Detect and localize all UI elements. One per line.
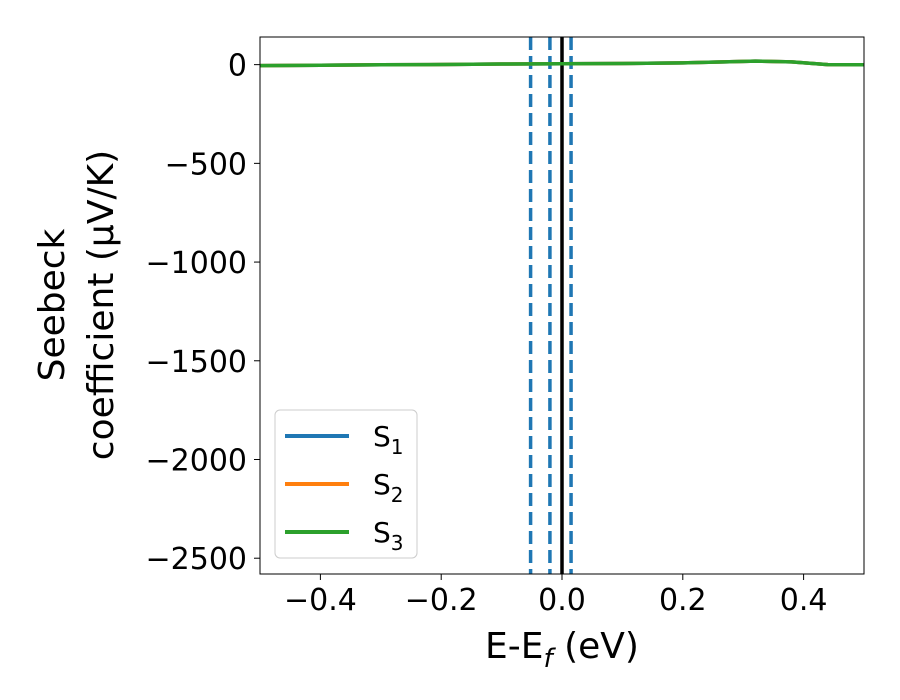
y-tick-label: −1000 — [146, 246, 247, 281]
y-tick-label: −2000 — [146, 443, 247, 478]
x-tick-label: 0.4 — [780, 583, 828, 618]
axis-ticks: −0.4 −0.2 0.0 0.2 0.4 0 −500 −1000 −1500 −2000 −25… — [146, 49, 828, 618]
x-tick-label: 0.2 — [659, 583, 707, 618]
y-tick-label: 0 — [228, 49, 247, 84]
legend-label-s3: S3 — [373, 516, 404, 555]
legend-label-s2: S2 — [373, 468, 404, 507]
plot-area — [260, 37, 864, 574]
y-tick-label: −2500 — [146, 542, 247, 577]
legend-label-s1: S1 — [373, 420, 404, 459]
x-tick-label: −0.2 — [405, 583, 478, 618]
x-tick-label: −0.4 — [284, 583, 357, 618]
y-tick-label: −1500 — [146, 345, 247, 380]
x-tick-label: 0.0 — [538, 583, 586, 618]
x-axis-label: E-Ef (eV) — [485, 626, 639, 674]
series-line-s3 — [260, 59, 864, 68]
y-tick-label: −500 — [165, 147, 247, 182]
y-axis-label: Seebeck coefficient (μV/K) — [32, 150, 122, 460]
legend: S1 S2 S3 — [274, 409, 418, 559]
